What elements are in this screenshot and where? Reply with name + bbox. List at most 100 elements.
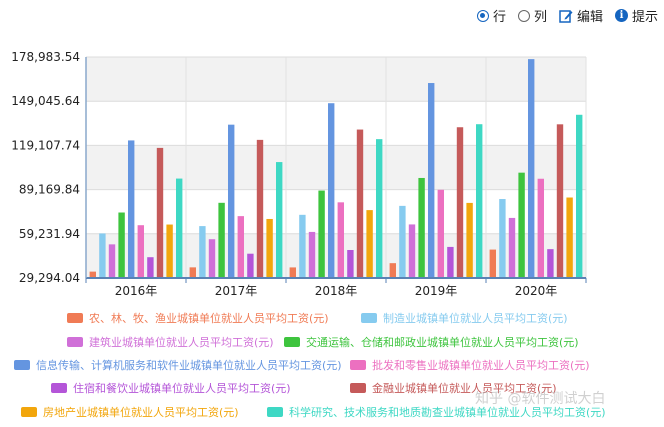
bar xyxy=(456,127,464,279)
legend-label: 建筑业城镇单位就业人员平均工资(元) xyxy=(89,336,274,349)
legend-item[interactable]: 制造业城镇单位就业人员平均工资(元) xyxy=(361,310,568,326)
y-tick-label: 178,983.54 xyxy=(11,50,80,64)
bar xyxy=(156,147,164,278)
legend-label: 交通运输、仓储和邮政业城镇单位就业人员平均工资(元) xyxy=(306,336,579,349)
grid-band xyxy=(86,57,586,102)
bar xyxy=(299,214,306,278)
bar-chart: 29,294.04 59,231.94 89,169.84 119,107.74 149… xyxy=(11,50,587,298)
y-tick-label: 59,231.94 xyxy=(19,227,80,241)
legend-item[interactable]: 住宿和餐饮业城镇单位就业人员平均工资(元) xyxy=(51,380,291,396)
bar xyxy=(437,189,444,278)
bar xyxy=(128,140,135,278)
legend-swatch xyxy=(21,407,37,417)
bar xyxy=(366,210,373,278)
x-tick-label: 2018年 xyxy=(315,284,358,298)
legend-swatch xyxy=(67,313,83,323)
legend-item[interactable]: 科学研究、技术服务和地质勘查业城镇单位就业人员平均工资(元) xyxy=(267,404,606,420)
column-radio-label: 列 xyxy=(533,10,547,25)
bar xyxy=(528,59,535,278)
bar xyxy=(566,197,573,278)
bar xyxy=(108,244,116,278)
info-icon: i xyxy=(614,9,628,22)
bar xyxy=(337,202,344,278)
bar xyxy=(547,249,554,278)
bar xyxy=(476,124,483,279)
column-radio-option[interactable]: 列 xyxy=(517,6,547,25)
grid-band xyxy=(86,145,586,190)
bar xyxy=(347,249,354,278)
legend-swatch xyxy=(350,360,366,370)
bar xyxy=(576,114,583,278)
bar xyxy=(489,249,496,278)
bar xyxy=(99,233,106,278)
bar xyxy=(218,202,225,278)
legend-item[interactable]: 房地产业城镇单位就业人员平均工资(元) xyxy=(21,404,239,420)
legend-label: 批发和零售业城镇单位就业人员平均工资(元) xyxy=(372,359,590,372)
y-tick-label: 29,294.04 xyxy=(19,271,80,285)
bar xyxy=(308,231,316,278)
bar xyxy=(389,263,396,278)
bar xyxy=(428,83,435,278)
bar xyxy=(408,224,416,278)
legend-item[interactable]: 信息传输、计算机服务和软件业城镇单位就业人员平均工资(元) xyxy=(14,357,342,373)
bar xyxy=(518,172,525,278)
legend-swatch xyxy=(350,383,366,393)
legend-item[interactable]: 交通运输、仓储和邮政业城镇单位就业人员平均工资(元) xyxy=(284,334,579,350)
edit-button[interactable]: 编辑 xyxy=(559,6,603,25)
bar xyxy=(318,190,325,278)
radio-unchecked-icon xyxy=(517,9,530,22)
bar xyxy=(356,129,364,278)
bar xyxy=(399,205,406,278)
bar xyxy=(189,267,196,278)
bar xyxy=(237,216,244,278)
legend-swatch xyxy=(267,407,283,417)
legend-label: 科学研究、技术服务和地质勘查业城镇单位就业人员平均工资(元) xyxy=(289,406,606,419)
bar xyxy=(499,199,506,278)
edit-button-label: 编辑 xyxy=(576,10,603,25)
legend-label: 金融业城镇单位就业人员平均工资(元) xyxy=(372,382,557,395)
row-radio-option[interactable]: 行 xyxy=(476,6,506,25)
legend-item[interactable]: 建筑业城镇单位就业人员平均工资(元) xyxy=(67,334,274,350)
bar xyxy=(208,239,216,278)
legend-label: 住宿和餐饮业城镇单位就业人员平均工资(元) xyxy=(73,382,291,395)
bar xyxy=(147,257,154,278)
bar xyxy=(199,226,206,278)
legend-item[interactable]: 金融业城镇单位就业人员平均工资(元) xyxy=(350,380,557,396)
legend-label: 农、林、牧、渔业城镇单位就业人员平均工资(元) xyxy=(89,312,329,325)
bar xyxy=(89,271,96,278)
legend-item[interactable]: 批发和零售业城镇单位就业人员平均工资(元) xyxy=(350,357,590,373)
grid-band xyxy=(86,101,586,146)
legend-swatch xyxy=(67,337,83,347)
legend-label: 制造业城镇单位就业人员平均工资(元) xyxy=(383,312,568,325)
bar xyxy=(556,124,564,279)
bar xyxy=(247,253,254,278)
legend-swatch xyxy=(361,313,377,323)
legend-item[interactable]: 农、林、牧、渔业城镇单位就业人员平均工资(元) xyxy=(67,310,329,326)
x-tick-label: 2020年 xyxy=(515,284,558,298)
y-tick-label: 119,107.74 xyxy=(11,138,80,152)
bar xyxy=(166,224,173,278)
legend-swatch xyxy=(51,383,67,393)
bar xyxy=(256,139,264,278)
watermark-text: 知乎 @软件测试大白 xyxy=(475,391,606,407)
bar xyxy=(537,178,544,278)
bar xyxy=(328,103,335,278)
bar xyxy=(118,212,125,278)
bar xyxy=(266,218,273,278)
hint-button[interactable]: i 提示 xyxy=(614,6,658,25)
edit-icon xyxy=(559,9,573,23)
x-tick-label: 2019年 xyxy=(415,284,458,298)
bar xyxy=(137,225,144,278)
bar xyxy=(376,139,383,278)
legend-label: 信息传输、计算机服务和软件业城镇单位就业人员平均工资(元) xyxy=(36,359,342,372)
bar xyxy=(418,177,425,278)
y-tick-label: 149,045.64 xyxy=(11,94,80,108)
bar xyxy=(289,267,296,278)
x-tick-label: 2017年 xyxy=(215,284,258,298)
y-tick-label: 89,169.84 xyxy=(19,183,80,197)
bar xyxy=(276,162,283,278)
legend-swatch xyxy=(14,360,30,370)
x-tick-label: 2016年 xyxy=(115,284,158,298)
row-radio-label: 行 xyxy=(492,10,506,25)
legend-swatch xyxy=(284,337,300,347)
